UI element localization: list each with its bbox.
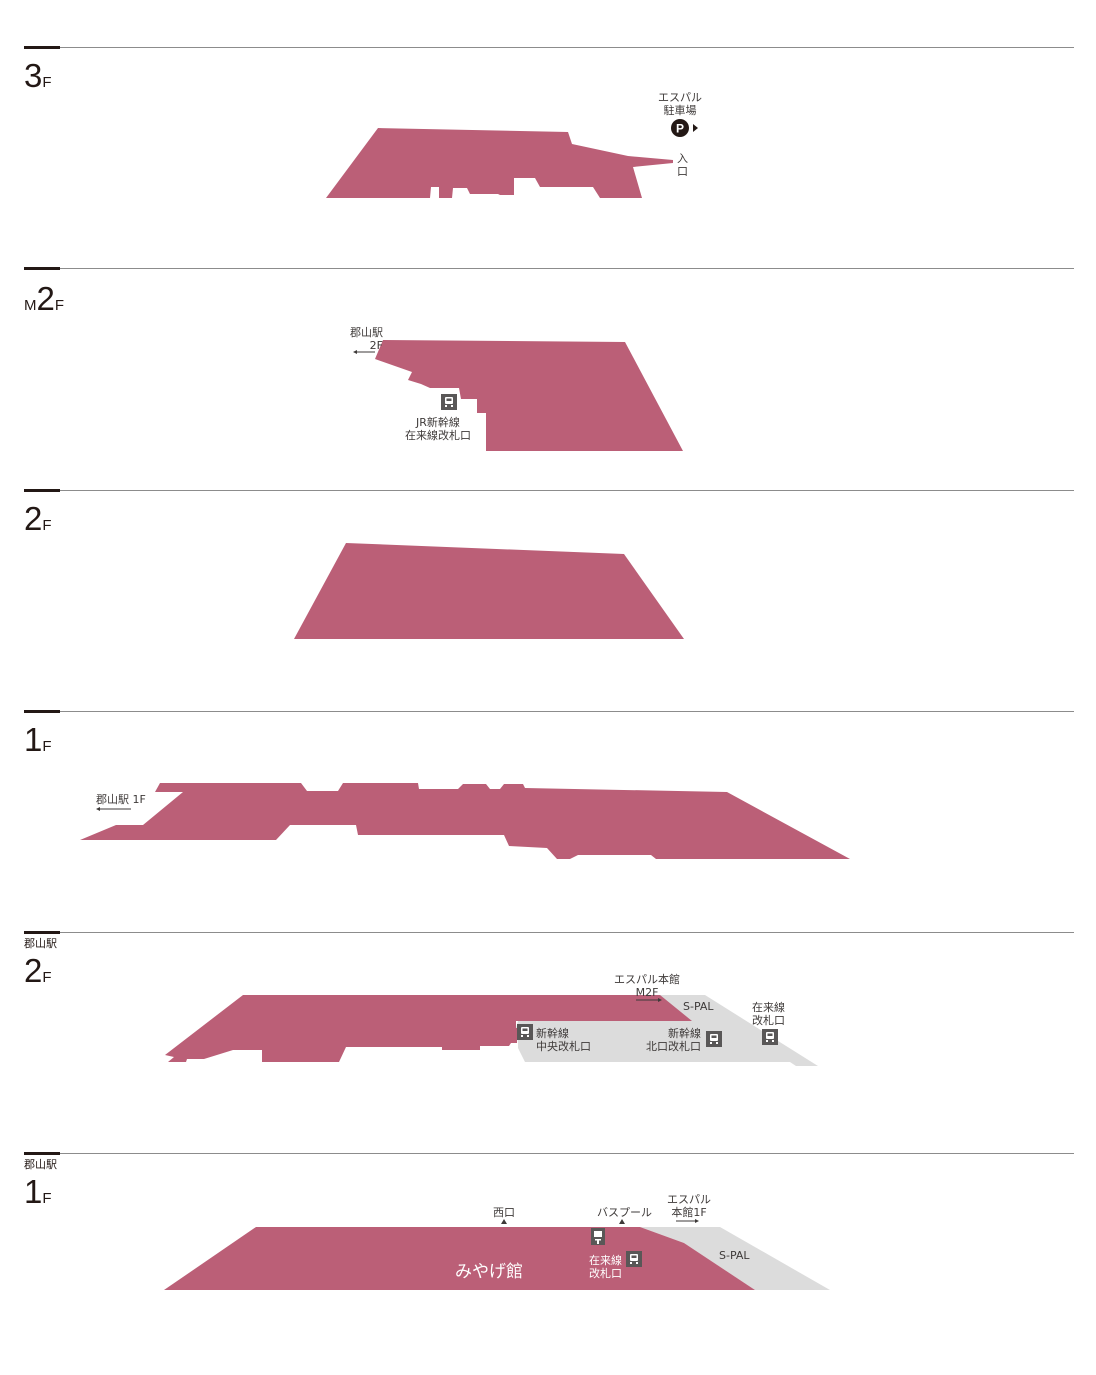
- to-station-arrow: [353, 350, 375, 354]
- floor-map-station-1f: [164, 1219, 830, 1290]
- floor-divider: [24, 268, 1074, 269]
- floor-map-station-2f: [165, 995, 818, 1066]
- to-main-arrow: [676, 1219, 699, 1223]
- floor-3f: 3F P エスパル 駐車場 入 口: [0, 46, 1096, 269]
- floor-2f: 2F: [0, 489, 1096, 712]
- parking-icon[interactable]: P: [671, 119, 699, 141]
- west-exit-label: 西口: [493, 1206, 515, 1219]
- floor-station-2f: 郡山駅 2F エスパル本館 M2F S-PAL 新幹線 中央改札口 新幹線 北口…: [0, 931, 1096, 1154]
- north-gate-label: 新幹線 北口改札口: [646, 1027, 701, 1053]
- floor-number: 3: [24, 57, 43, 94]
- floor-map-m2f: [353, 340, 683, 451]
- bus-pool-marker: [619, 1219, 625, 1224]
- floor-label-station-2f: 2F: [24, 954, 52, 987]
- floor-station-1f: 郡山駅 1F 西口 バスプール エスパル 本館1F 在来線 改札口 S-PAL …: [0, 1152, 1096, 1375]
- floor-number: 2: [24, 952, 43, 989]
- shop-area[interactable]: [294, 543, 684, 639]
- gate-label: 在来線 改札口: [589, 1254, 622, 1280]
- floor-divider-accent: [24, 46, 60, 49]
- to-station-label: 郡山駅 2F: [350, 326, 383, 352]
- shop-area[interactable]: [80, 783, 850, 859]
- floor-suffix: F: [42, 517, 52, 534]
- floor-suffix: F: [54, 297, 65, 314]
- floor-number: 2: [24, 500, 43, 537]
- train-gate-icon[interactable]: [517, 1024, 533, 1044]
- shop-area[interactable]: [164, 1227, 755, 1290]
- to-main-arrow: [636, 998, 662, 1002]
- spal-label: S-PAL: [719, 1249, 750, 1262]
- station-prefix-label: 郡山駅: [24, 937, 57, 950]
- train-gate-icon[interactable]: [706, 1031, 722, 1051]
- gate-label: JR新幹線 在来線改札口: [405, 416, 471, 442]
- floor-number: 1: [24, 1173, 43, 1210]
- floor-divider-accent: [24, 489, 60, 492]
- floor-number: 2: [36, 280, 55, 317]
- floor-divider-accent: [24, 931, 60, 934]
- train-gate-icon[interactable]: [441, 394, 457, 414]
- local-gate-label: 在来線 改札口: [752, 1001, 785, 1027]
- floor-divider: [24, 490, 1074, 491]
- parking-label: エスパル 駐車場: [658, 91, 702, 117]
- floor-suffix: F: [42, 738, 52, 755]
- shop-area[interactable]: [375, 340, 683, 451]
- floor-label-m2f: M2F: [24, 282, 64, 315]
- floor-divider: [24, 711, 1074, 712]
- miyage-building-label: みやげ館: [455, 1262, 523, 1282]
- floor-label-1f: 1F: [24, 723, 52, 756]
- floor-suffix: F: [42, 1190, 52, 1207]
- floor-label-3f: 3F: [24, 59, 52, 92]
- entrance-label: 入 口: [677, 152, 688, 178]
- floor-divider-accent: [24, 1152, 60, 1155]
- station-area: [640, 1227, 830, 1290]
- floor-divider: [24, 1153, 1074, 1154]
- floor-map-2f: [294, 543, 684, 639]
- floor-suffix: F: [42, 969, 52, 986]
- shop-area[interactable]: [165, 995, 692, 1062]
- floor-divider: [24, 932, 1074, 933]
- central-gate-label: 新幹線 中央改札口: [536, 1027, 591, 1053]
- floor-map-3f: [326, 128, 673, 198]
- shop-area[interactable]: [326, 128, 673, 198]
- floor-label-2f: 2F: [24, 502, 52, 535]
- floor-prefix: M: [24, 297, 37, 314]
- floor-divider-accent: [24, 710, 60, 713]
- train-gate-icon[interactable]: [626, 1251, 642, 1271]
- floor-label-station-1f: 1F: [24, 1175, 52, 1208]
- station-prefix-label: 郡山駅: [24, 1158, 57, 1171]
- to-main-label: エスパル本館 M2F: [614, 973, 680, 999]
- floor-divider-accent: [24, 267, 60, 270]
- to-station-label: 郡山駅 1F: [96, 793, 146, 806]
- floor-m2f: M2F 郡山駅 2F JR新幹線 在来線改札口: [0, 267, 1096, 490]
- bus-stop-icon[interactable]: [591, 1228, 605, 1249]
- spal-label: S-PAL: [683, 1000, 714, 1013]
- floor-map-1f: [80, 783, 850, 859]
- to-station-arrow: [96, 807, 131, 811]
- train-gate-icon[interactable]: [762, 1029, 778, 1049]
- west-exit-marker: [501, 1219, 507, 1224]
- station-area: [516, 995, 818, 1066]
- floor-1f: 1F 郡山駅 1F: [0, 710, 1096, 933]
- svg-text:P: P: [676, 122, 684, 136]
- floor-suffix: F: [42, 74, 52, 91]
- bus-pool-label: バスプール: [597, 1206, 652, 1219]
- floor-divider: [24, 47, 1074, 48]
- to-main-label: エスパル 本館1F: [667, 1193, 711, 1219]
- floor-number: 1: [24, 721, 43, 758]
